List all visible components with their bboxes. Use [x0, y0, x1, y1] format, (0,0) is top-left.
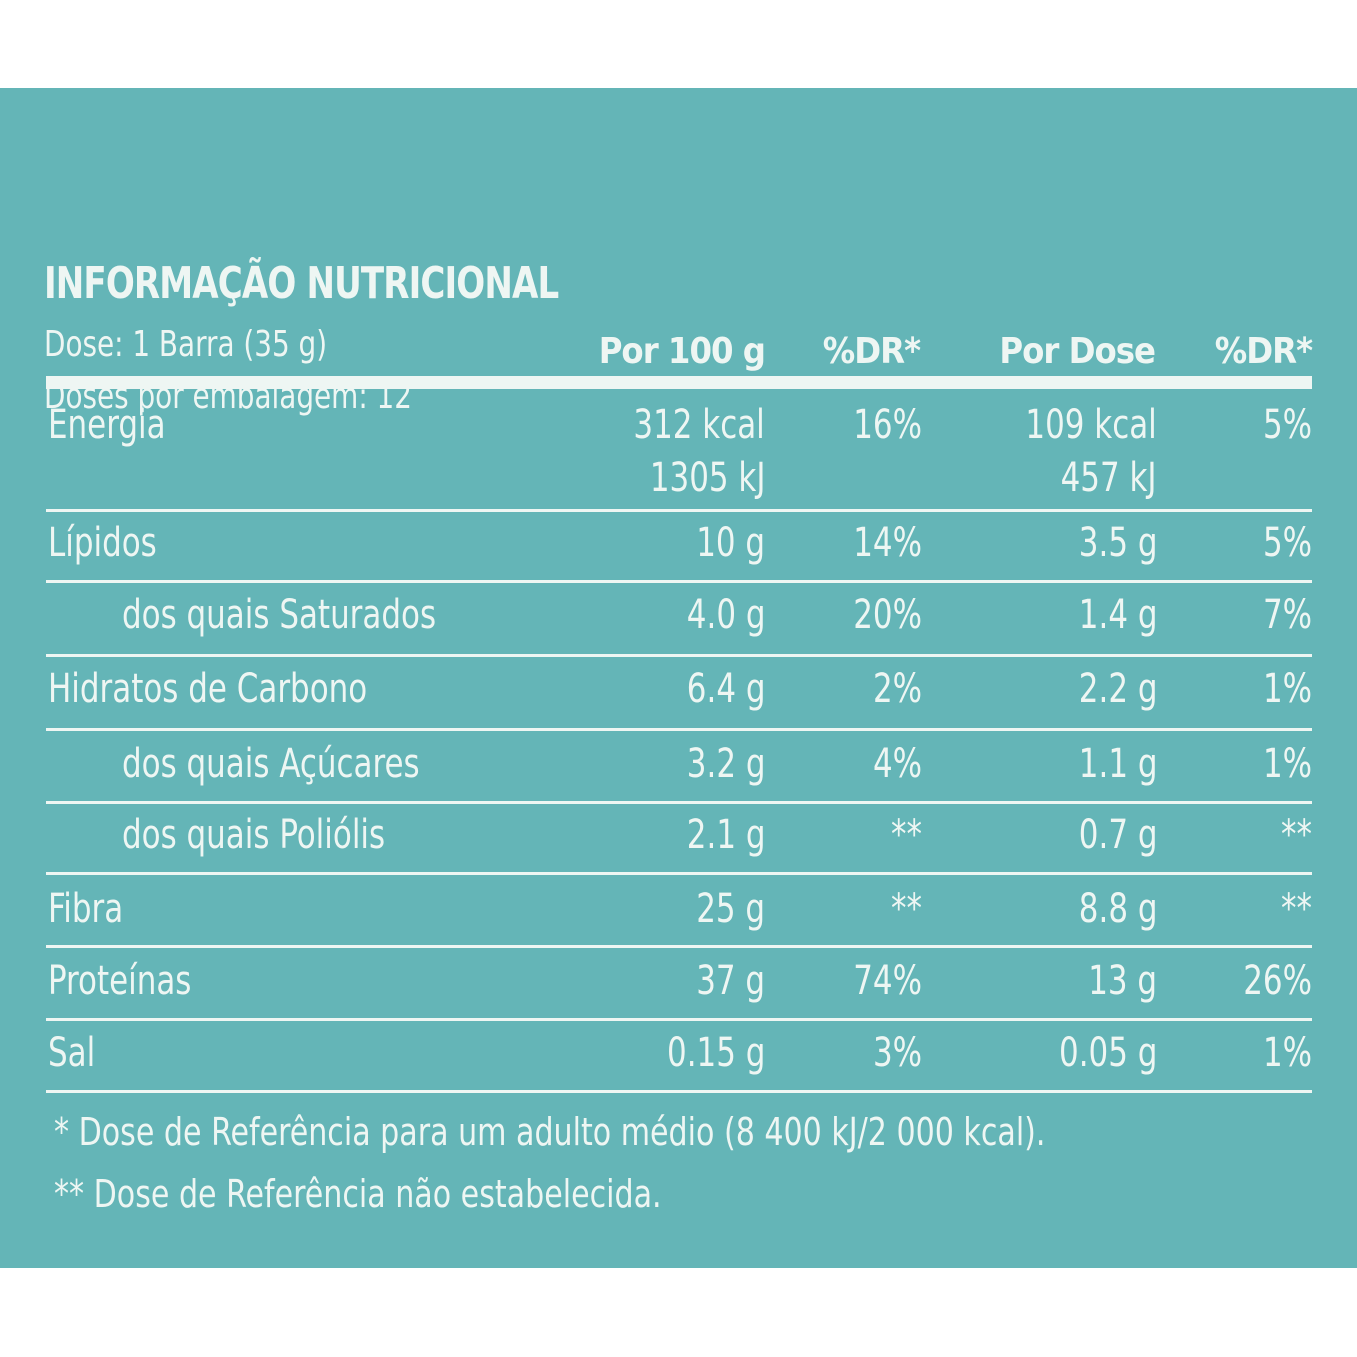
value-per100-secondary: 1305 kJ	[649, 455, 765, 501]
value-perdose: 2.2 g	[1078, 666, 1157, 712]
value-dr2: 1%	[1262, 666, 1312, 712]
nutrient-name: Energia	[48, 402, 166, 448]
footnote-reference-intake: * Dose de Referência para um adulto médi…	[54, 1110, 1046, 1154]
value-dr1: 20%	[853, 592, 922, 638]
value-per100: 0.15 g	[666, 1030, 765, 1076]
value-perdose: 0.05 g	[1058, 1030, 1157, 1076]
label-title: INFORMAÇÃO NUTRICIONAL	[44, 258, 559, 309]
value-perdose: 8.8 g	[1078, 886, 1157, 932]
value-dr2: **	[1281, 886, 1312, 932]
nutrient-name: Sal	[48, 1030, 96, 1076]
value-per100: 4.0 g	[686, 592, 765, 638]
value-per100: 37 g	[696, 958, 765, 1004]
nutrient-name: dos quais Açúcares	[122, 741, 420, 787]
nutrient-name: dos quais Saturados	[122, 592, 437, 638]
row-divider	[46, 580, 1312, 583]
value-dr2: 1%	[1262, 741, 1312, 787]
value-per100: 3.2 g	[686, 741, 765, 787]
value-per100: 10 g	[696, 520, 765, 566]
col-header-dr1: %DR*	[822, 331, 921, 372]
row-divider	[46, 801, 1312, 804]
col-header-dr2: %DR*	[1214, 331, 1313, 372]
value-perdose: 109 kcal	[1025, 402, 1157, 448]
value-dr1: 3%	[872, 1030, 922, 1076]
value-dr1: 74%	[853, 958, 922, 1004]
row-divider	[46, 872, 1312, 875]
value-dr1: **	[891, 886, 922, 932]
value-perdose: 3.5 g	[1078, 520, 1157, 566]
value-per100: 6.4 g	[686, 666, 765, 712]
value-perdose: 1.4 g	[1078, 592, 1157, 638]
value-dr2: 1%	[1262, 1030, 1312, 1076]
value-dr1: 16%	[853, 402, 922, 448]
row-divider	[46, 945, 1312, 948]
footnote-not-established: ** Dose de Referência não estabelecida.	[54, 1172, 662, 1216]
value-perdose: 13 g	[1088, 958, 1157, 1004]
value-per100: 312 kcal	[633, 402, 765, 448]
value-per100: 2.1 g	[686, 812, 765, 858]
col-header-per100: Por 100 g	[598, 331, 766, 372]
nutrient-name: Proteínas	[48, 958, 192, 1004]
row-divider	[46, 728, 1312, 731]
value-dr1: 4%	[872, 741, 922, 787]
serving-size: Dose: 1 Barra (35 g)	[44, 324, 328, 365]
value-dr2: 5%	[1262, 402, 1312, 448]
value-per100: 25 g	[696, 886, 765, 932]
value-dr2: 5%	[1262, 520, 1312, 566]
value-dr2: 26%	[1243, 958, 1312, 1004]
row-divider	[46, 1018, 1312, 1021]
row-divider	[46, 1090, 1312, 1093]
header-divider	[46, 376, 1312, 389]
value-dr1: **	[891, 812, 922, 858]
value-perdose: 1.1 g	[1078, 741, 1157, 787]
value-dr2: 7%	[1262, 592, 1312, 638]
nutrient-name: Lípidos	[48, 520, 157, 566]
row-divider	[46, 509, 1312, 512]
value-perdose: 0.7 g	[1078, 812, 1157, 858]
row-divider	[46, 654, 1312, 657]
nutrient-name: dos quais Poliólis	[122, 812, 386, 858]
value-dr1: 2%	[872, 666, 922, 712]
col-header-perdose: Por Dose	[999, 331, 1156, 372]
value-perdose-secondary: 457 kJ	[1061, 455, 1157, 501]
value-dr2: **	[1281, 812, 1312, 858]
nutrient-name: Hidratos de Carbono	[48, 666, 368, 712]
value-dr1: 14%	[853, 520, 922, 566]
nutrient-name: Fibra	[48, 886, 124, 932]
